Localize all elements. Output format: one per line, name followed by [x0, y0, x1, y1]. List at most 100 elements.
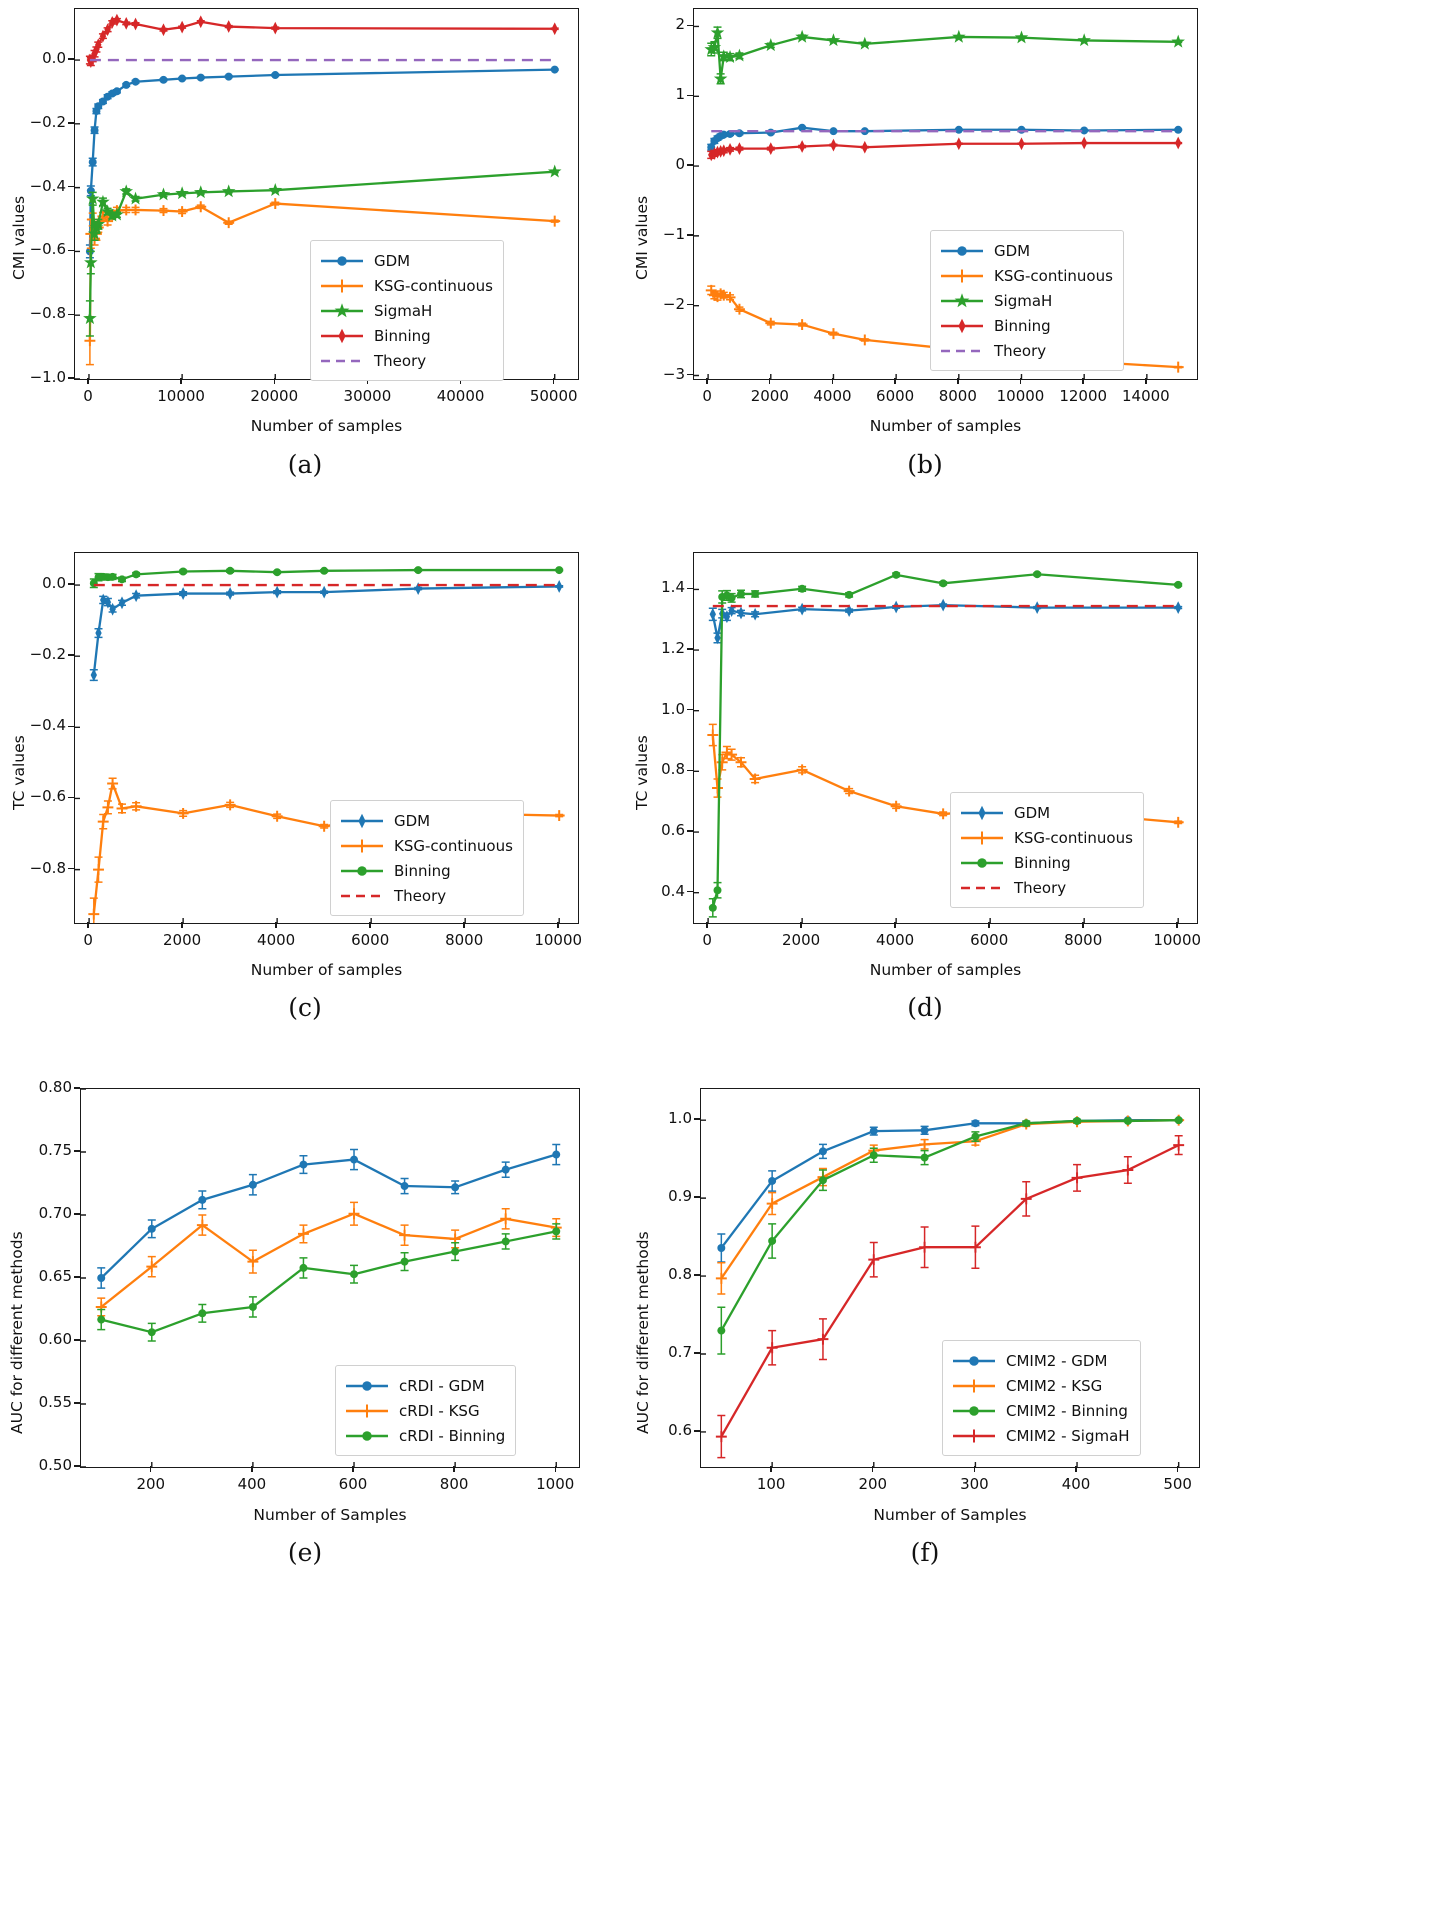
legend-label: CMIM2 - Binning: [1006, 1401, 1128, 1420]
y-tick-mark: [694, 1118, 700, 1120]
x-tick-mark: [180, 378, 182, 384]
y-tick-label: −1: [662, 224, 685, 243]
x-tick-label: 20000: [250, 387, 299, 405]
legend-item[interactable]: GDM: [339, 808, 513, 833]
x-tick-mark: [369, 922, 371, 928]
y-tick-label: 0.7: [668, 1342, 692, 1361]
y-tick-label: −0.2: [29, 645, 66, 664]
y-tick-label: 0.60: [38, 1330, 72, 1348]
x-tick-label: 1000: [536, 1475, 575, 1493]
legend-item[interactable]: Theory: [319, 348, 493, 373]
legend-swatch-+-icon: [344, 1401, 390, 1421]
legend-swatch-+-icon: [951, 1376, 997, 1396]
x-tick-mark: [251, 1466, 253, 1472]
x-tick-mark: [87, 922, 89, 928]
legend-label: GDM: [374, 251, 411, 270]
x-tick-label: 300: [960, 1475, 989, 1493]
x-tick-mark: [1145, 378, 1147, 384]
legend-label: Binning: [994, 316, 1051, 335]
y-tick-mark: [68, 867, 74, 870]
legend-item[interactable]: GDM: [939, 238, 1113, 263]
x-tick-mark: [831, 378, 834, 384]
x-tick-label: 50000: [529, 387, 578, 405]
legend-item[interactable]: GDM: [959, 800, 1133, 825]
legend-label: Binning: [394, 861, 451, 880]
legend-item[interactable]: cRDI - KSG: [344, 1398, 505, 1423]
x-tick-label: 0: [83, 387, 93, 405]
legend-item[interactable]: SigmaH: [939, 288, 1113, 313]
y-tick-label: 0.70: [38, 1204, 72, 1222]
legend-item[interactable]: Theory: [939, 338, 1113, 363]
legend-item[interactable]: KSG-continuous: [339, 833, 513, 858]
legend-swatch-o-icon: [319, 251, 365, 271]
y-tick-label: 0.6: [661, 821, 685, 840]
x-tick-mark: [769, 378, 771, 384]
panel-d-xlabel: Number of samples: [869, 961, 1022, 979]
x-tick-label: 14000: [1121, 387, 1170, 405]
legend-item[interactable]: Theory: [339, 883, 513, 908]
panel-d-caption: (d): [907, 993, 943, 1022]
legend-item[interactable]: CMIM2 - KSG: [951, 1373, 1130, 1398]
legend-item[interactable]: Binning: [939, 313, 1113, 338]
legend-label: KSG-continuous: [1014, 828, 1133, 847]
legend-item[interactable]: Binning: [319, 323, 493, 348]
y-tick-label: −0.4: [29, 716, 66, 735]
legend-swatch-+-icon: [959, 828, 1005, 848]
legend-item[interactable]: SigmaH: [319, 298, 493, 323]
x-tick-mark: [453, 1466, 455, 1472]
legend-item[interactable]: CMIM2 - GDM: [951, 1348, 1130, 1373]
legend-swatch-o-icon: [951, 1351, 997, 1371]
y-tick-label: 0.6: [668, 1420, 692, 1439]
legend-item[interactable]: Binning: [959, 850, 1133, 875]
legend: GDM KSG-continuous SigmaH Binning Theory: [310, 240, 504, 381]
x-tick-mark: [273, 378, 275, 384]
y-tick-mark: [694, 1430, 700, 1432]
y-tick-label: 0.55: [38, 1393, 72, 1411]
x-tick-label: 200: [858, 1475, 888, 1493]
x-tick-mark: [1082, 378, 1084, 384]
legend-swatch-o-icon: [344, 1376, 390, 1396]
panel-a-xlabel: Number of samples: [250, 417, 403, 435]
x-tick-mark: [1082, 922, 1084, 928]
y-tick-mark: [687, 648, 693, 650]
y-tick-label: 0.80: [38, 1078, 72, 1096]
x-tick-label: 2000: [750, 387, 789, 405]
y-tick-label: 0.4: [661, 881, 685, 900]
legend-item[interactable]: cRDI - Binning: [344, 1423, 505, 1448]
x-tick-label: 400: [1061, 1475, 1091, 1493]
legend-item[interactable]: CMIM2 - SigmaH: [951, 1423, 1130, 1448]
x-tick-label: 600: [338, 1475, 368, 1493]
legend-item[interactable]: Theory: [959, 875, 1133, 900]
legend-swatch-+-icon: [319, 276, 365, 296]
legend-label: KSG-continuous: [994, 266, 1113, 285]
x-tick-label: 4000: [257, 931, 296, 949]
panel-e: AUC for different methods Number of Samp…: [0, 1068, 620, 1568]
panel-d-ylabel: TC values: [633, 735, 651, 810]
x-tick-mark: [553, 378, 555, 384]
y-tick-mark: [687, 164, 693, 166]
legend-item[interactable]: cRDI - GDM: [344, 1373, 505, 1398]
x-tick-label: 10000: [534, 931, 583, 949]
legend-item[interactable]: GDM: [319, 248, 493, 273]
legend-label: CMIM2 - SigmaH: [1006, 1426, 1130, 1445]
legend-item[interactable]: KSG-continuous: [959, 825, 1133, 850]
legend-item[interactable]: Binning: [339, 858, 513, 883]
legend-label: SigmaH: [994, 291, 1053, 310]
y-tick-label: 1.0: [661, 699, 685, 718]
legend-label: Theory: [994, 341, 1047, 360]
x-tick-label: 2000: [163, 931, 202, 949]
legend-item[interactable]: CMIM2 - Binning: [951, 1398, 1130, 1423]
legend: GDM KSG-continuous Binning Theory: [330, 800, 524, 916]
y-tick-label: −0.8: [29, 858, 66, 877]
legend-swatch-d-icon: [939, 316, 985, 336]
legend-label: GDM: [394, 811, 431, 830]
y-tick-label: 1: [675, 85, 685, 104]
legend-label: cRDI - Binning: [399, 1426, 506, 1445]
y-tick-label: −2: [662, 294, 685, 313]
legend-label: cRDI - KSG: [399, 1401, 480, 1420]
legend-item[interactable]: KSG-continuous: [939, 263, 1113, 288]
x-tick-mark: [181, 922, 183, 928]
x-tick-mark: [800, 922, 802, 928]
legend-item[interactable]: KSG-continuous: [319, 273, 493, 298]
y-tick-mark: [687, 303, 693, 306]
